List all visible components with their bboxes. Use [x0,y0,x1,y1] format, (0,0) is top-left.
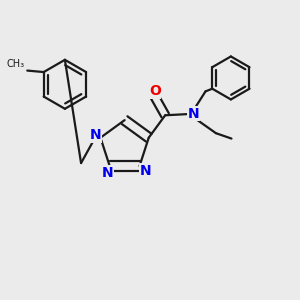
Text: N: N [101,166,113,180]
Text: CH₃: CH₃ [7,59,25,69]
Text: N: N [140,164,151,178]
Text: O: O [149,84,161,98]
Text: N: N [188,107,200,121]
Text: N: N [89,128,101,142]
